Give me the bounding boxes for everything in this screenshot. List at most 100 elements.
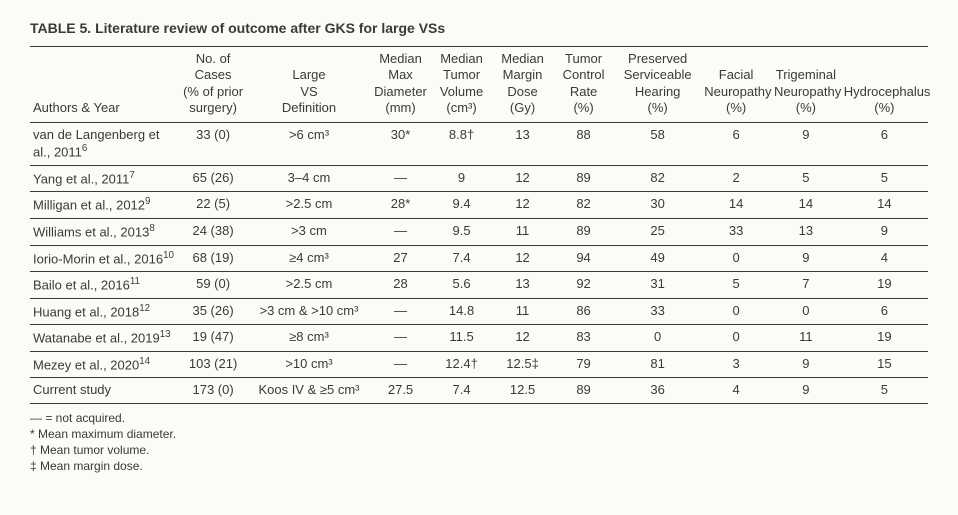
data-cell: 9.5	[431, 218, 492, 245]
data-cell: 4	[701, 378, 771, 403]
table-row: Iorio-Morin et al., 20161068 (19)≥4 cm³2…	[30, 245, 928, 272]
data-cell: 25	[614, 218, 701, 245]
footnote-line: † Mean tumor volume.	[30, 442, 928, 458]
data-cell: 30*	[370, 123, 431, 166]
data-cell: 9	[431, 165, 492, 192]
data-cell: >6 cm³	[248, 123, 370, 166]
table-header-row: Authors & YearNo. ofCases(% of priorsurg…	[30, 47, 928, 123]
data-cell: —	[370, 218, 431, 245]
data-cell: 27.5	[370, 378, 431, 403]
col-header: TrigeminalNeuropathy(%)	[771, 47, 841, 123]
data-cell: 86	[553, 298, 614, 325]
data-cell: 103 (21)	[178, 351, 248, 378]
data-cell: 12.5	[492, 378, 553, 403]
table-row: Milligan et al., 2012922 (5)>2.5 cm28*9.…	[30, 192, 928, 219]
data-cell: 92	[553, 272, 614, 299]
authors-cell: Iorio-Morin et al., 201610	[30, 245, 178, 272]
authors-cell: van de Langenberg et al., 20116	[30, 123, 178, 166]
data-cell: 31	[614, 272, 701, 299]
data-cell: 11	[771, 325, 841, 352]
data-cell: —	[370, 351, 431, 378]
data-cell: 3–4 cm	[248, 165, 370, 192]
data-cell: —	[370, 165, 431, 192]
data-cell: 0	[701, 298, 771, 325]
authors-cell: Mezey et al., 202014	[30, 351, 178, 378]
data-cell: 19	[841, 272, 928, 299]
data-cell: —	[370, 325, 431, 352]
authors-cell: Huang et al., 201812	[30, 298, 178, 325]
data-cell: 5	[841, 378, 928, 403]
data-cell: 5.6	[431, 272, 492, 299]
footnote-line: — = not acquired.	[30, 410, 928, 426]
data-cell: 9.4	[431, 192, 492, 219]
data-cell: 4	[841, 245, 928, 272]
data-cell: 14	[841, 192, 928, 219]
data-cell: ≥4 cm³	[248, 245, 370, 272]
table-row: Williams et al., 2013824 (38)>3 cm—9.511…	[30, 218, 928, 245]
data-cell: 11	[492, 298, 553, 325]
table-row: van de Langenberg et al., 2011633 (0)>6 …	[30, 123, 928, 166]
data-cell: >2.5 cm	[248, 272, 370, 299]
data-cell: 59 (0)	[178, 272, 248, 299]
data-cell: 24 (38)	[178, 218, 248, 245]
authors-cell: Watanabe et al., 201913	[30, 325, 178, 352]
data-cell: 12.4†	[431, 351, 492, 378]
data-cell: 12.5‡	[492, 351, 553, 378]
data-cell: 30	[614, 192, 701, 219]
data-cell: 68 (19)	[178, 245, 248, 272]
data-cell: 65 (26)	[178, 165, 248, 192]
data-cell: >2.5 cm	[248, 192, 370, 219]
data-cell: 5	[841, 165, 928, 192]
data-cell: 88	[553, 123, 614, 166]
data-cell: 0	[701, 325, 771, 352]
data-cell: 33 (0)	[178, 123, 248, 166]
data-cell: 89	[553, 165, 614, 192]
col-header: MedianMarginDose(Gy)	[492, 47, 553, 123]
data-cell: 82	[614, 165, 701, 192]
table-title: TABLE 5. Literature review of outcome af…	[30, 20, 928, 36]
data-cell: 58	[614, 123, 701, 166]
authors-cell: Yang et al., 20117	[30, 165, 178, 192]
data-cell: 13	[492, 272, 553, 299]
data-cell: Koos IV & ≥5 cm³	[248, 378, 370, 403]
data-cell: 9	[771, 245, 841, 272]
data-cell: 7.4	[431, 378, 492, 403]
col-header: TumorControlRate(%)	[553, 47, 614, 123]
data-cell: 0	[701, 245, 771, 272]
data-cell: 11	[492, 218, 553, 245]
footnote-line: ‡ Mean margin dose.	[30, 458, 928, 474]
col-header: MedianMaxDiameter(mm)	[370, 47, 431, 123]
data-cell: 6	[841, 298, 928, 325]
table-row: Huang et al., 20181235 (26)>3 cm & >10 c…	[30, 298, 928, 325]
data-cell: 14	[771, 192, 841, 219]
data-cell: 33	[614, 298, 701, 325]
data-cell: >3 cm	[248, 218, 370, 245]
data-cell: 11.5	[431, 325, 492, 352]
table-row: Bailo et al., 20161159 (0)>2.5 cm285.613…	[30, 272, 928, 299]
data-cell: 14	[701, 192, 771, 219]
authors-cell: Bailo et al., 201611	[30, 272, 178, 299]
data-cell: 89	[553, 218, 614, 245]
data-cell: >3 cm & >10 cm³	[248, 298, 370, 325]
data-cell: 13	[771, 218, 841, 245]
data-cell: 19 (47)	[178, 325, 248, 352]
data-cell: 22 (5)	[178, 192, 248, 219]
table-footnotes: — = not acquired.* Mean maximum diameter…	[30, 410, 928, 475]
authors-cell: Milligan et al., 20129	[30, 192, 178, 219]
col-header: LargeVSDefinition	[248, 47, 370, 123]
data-cell: —	[370, 298, 431, 325]
data-cell: 173 (0)	[178, 378, 248, 403]
data-cell: 28*	[370, 192, 431, 219]
data-cell: 12	[492, 325, 553, 352]
data-cell: 36	[614, 378, 701, 403]
literature-table: Authors & YearNo. ofCases(% of priorsurg…	[30, 46, 928, 404]
data-cell: 3	[701, 351, 771, 378]
data-cell: 12	[492, 192, 553, 219]
data-cell: 6	[841, 123, 928, 166]
col-header: MedianTumorVolume(cm³)	[431, 47, 492, 123]
footnote-line: * Mean maximum diameter.	[30, 426, 928, 442]
data-cell: 5	[771, 165, 841, 192]
data-cell: 9	[771, 123, 841, 166]
data-cell: 9	[771, 351, 841, 378]
data-cell: 12	[492, 245, 553, 272]
